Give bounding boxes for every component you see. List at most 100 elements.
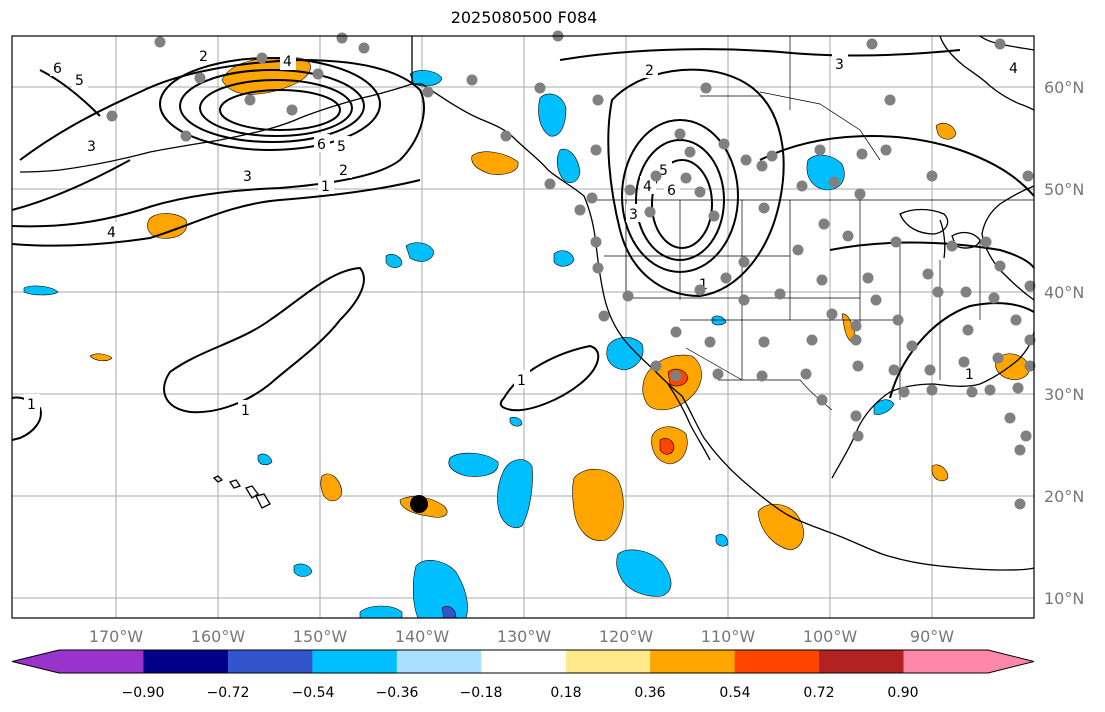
negative-patch	[293, 563, 313, 577]
negative-patch	[359, 605, 403, 619]
lat-label: 60°N	[1044, 78, 1084, 97]
contour-label: 1	[1020, 588, 1029, 604]
lon-label: 150°W	[293, 627, 348, 646]
negative-patch	[448, 452, 499, 477]
negative-patch	[711, 315, 727, 326]
contour-label: 1	[321, 179, 330, 195]
negative-patch	[556, 148, 581, 184]
colorbar-bin	[819, 650, 905, 673]
negative-patch	[616, 549, 672, 597]
contour-label: 4	[107, 225, 116, 241]
colorbar-bin	[59, 650, 144, 673]
lon-label: 170°W	[89, 627, 144, 646]
positive-patch	[320, 473, 343, 502]
lat-label: 20°N	[1044, 487, 1084, 506]
lon-label: 140°W	[395, 627, 450, 646]
contour-label: 3	[243, 169, 252, 185]
lat-label: 40°N	[1044, 283, 1084, 302]
contour-label: 2	[199, 49, 208, 65]
contour-label: 4	[283, 54, 292, 70]
contour-label: 6	[667, 183, 676, 199]
contour-label: 1	[27, 397, 36, 413]
contour-label: 1	[699, 277, 708, 293]
colorbar-tick-label: 0.18	[550, 685, 581, 701]
colorbar-bin	[903, 650, 989, 673]
colorbar-tick-label: −0.54	[292, 685, 335, 701]
negative-patch	[873, 399, 895, 415]
negative-patch	[606, 337, 644, 371]
colorbar-tick-label: 0.36	[634, 685, 665, 701]
contour-label: 3	[629, 207, 638, 223]
negative-patch	[257, 453, 273, 466]
contour-label: 5	[659, 163, 668, 179]
contour-lines	[11, 48, 1035, 441]
lon-label: 100°W	[803, 627, 858, 646]
colorbar-extend-max	[988, 650, 1034, 673]
map-title: 2025080500 F084	[450, 8, 598, 27]
colorbar-bin	[396, 650, 482, 673]
negative-patch	[405, 242, 435, 262]
colorbar-bin	[312, 650, 398, 673]
contour-label: 5	[75, 73, 84, 89]
contour-label: 1	[965, 367, 974, 383]
lon-label: 120°W	[599, 627, 654, 646]
colorbar-tick-label: 0.72	[803, 685, 834, 701]
latitude-labels: 60°N 50°N 40°N 30°N 20°N 10°N	[1044, 78, 1084, 608]
lon-label: 130°W	[497, 627, 552, 646]
positive-patch	[89, 353, 113, 362]
contour-label: 1	[517, 373, 526, 389]
negative-patch	[509, 416, 523, 427]
colorbar-bin	[481, 650, 567, 673]
lon-label: 90°W	[910, 627, 954, 646]
contour-label: 6	[317, 137, 326, 153]
negative-patch	[715, 534, 729, 547]
contour-label: 1	[241, 403, 250, 419]
contour-label: 6	[53, 61, 62, 77]
lon-label: 110°W	[701, 627, 756, 646]
colorbar-tick-label: −0.18	[460, 685, 503, 701]
storm-marker	[410, 495, 428, 513]
positive-patch	[995, 353, 1031, 380]
contour-label-group: 6 5 2 4 3 6 5 2 3 1 4 1 1 1	[24, 46, 1029, 604]
contour-label: 2	[339, 163, 348, 179]
longitude-labels: 170°W 160°W 150°W 140°W 130°W 120°W 110°…	[89, 627, 954, 646]
lat-label: 10°N	[1044, 589, 1084, 608]
colorbar-outline	[11, 649, 1035, 674]
political-borders	[588, 36, 1034, 411]
contour-label: 4	[1009, 61, 1018, 77]
colorbar-bin	[734, 650, 820, 673]
lat-label: 50°N	[1044, 180, 1084, 199]
contour-label: 4	[643, 179, 652, 195]
positive-patch	[147, 213, 188, 239]
colorbar-tick-label: 0.54	[719, 685, 750, 701]
contour-label: 3	[87, 139, 96, 155]
contour-label: 3	[835, 57, 844, 73]
contour-label: 2	[645, 63, 654, 79]
colorbar-tick-label: −0.36	[376, 685, 419, 701]
negative-patch	[23, 285, 59, 296]
colorbar-bin	[650, 650, 736, 673]
negative-patch	[385, 254, 403, 268]
positive-patch	[935, 122, 957, 140]
lat-label: 30°N	[1044, 385, 1084, 404]
colorbar-bin	[565, 650, 651, 673]
positive-patch	[931, 464, 949, 482]
colorbar-tick-label: −0.90	[122, 685, 165, 701]
negative-patch	[409, 70, 443, 87]
colorbar-bin	[227, 650, 313, 673]
contour-label: 5	[337, 139, 346, 155]
negative-patch	[412, 560, 468, 619]
positive-patch	[757, 503, 804, 551]
colorbar-extend-min	[12, 650, 59, 673]
lon-label: 160°W	[191, 627, 246, 646]
colorbar-tick-label: 0.90	[887, 685, 918, 701]
negative-patch	[538, 93, 567, 137]
strong-positive-patch	[659, 438, 675, 455]
positive-patch	[471, 151, 519, 175]
colorbar-tick-label: −0.72	[207, 685, 250, 701]
negative-patch	[553, 250, 575, 267]
coastlines	[19, 35, 1035, 571]
station-markers	[106, 30, 1036, 510]
map-panel: 6 5 2 4 3 6 5 2 3 1 4 1 1 1	[11, 30, 1036, 619]
